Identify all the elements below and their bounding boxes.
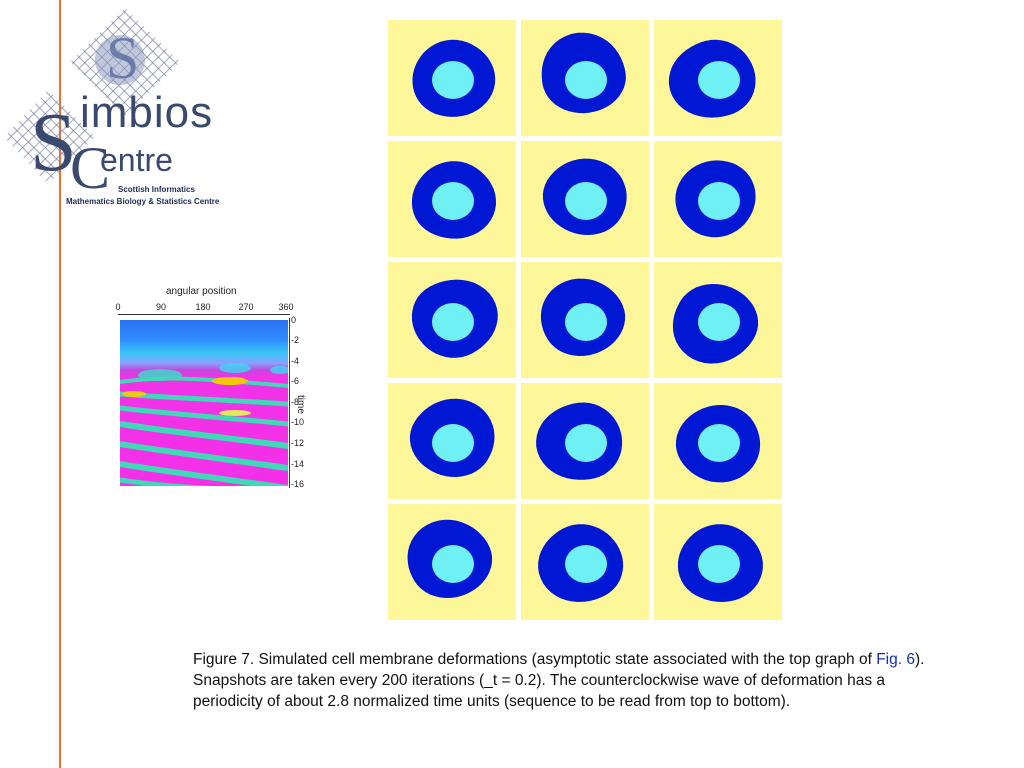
logo-subtitle-2: Mathematics Biology & Statistics Centre <box>66 197 220 206</box>
figure-caption: Figure 7. Simulated cell membrane deform… <box>193 650 933 712</box>
svg-text:S: S <box>30 96 77 189</box>
cell-nucleus <box>565 424 607 462</box>
cell-snapshot <box>521 383 649 499</box>
logo-word-imbios: imbios <box>80 88 214 137</box>
cell-nucleus <box>698 424 740 462</box>
cell-shape <box>411 161 496 239</box>
cell-snapshot <box>654 141 782 257</box>
cell-shape <box>672 284 759 364</box>
cell-snapshot <box>654 383 782 499</box>
cell-shape <box>411 279 498 358</box>
heatmap-plot <box>120 320 288 486</box>
heatmap-ytick: 0 <box>291 315 297 325</box>
cell-snapshot <box>521 20 649 136</box>
heatmap-xlabel: angular position <box>166 286 237 297</box>
cell-shape <box>541 32 626 114</box>
cell-shape <box>407 519 493 598</box>
fig6-link[interactable]: Fig. 6 <box>876 651 915 668</box>
heatmap-bands <box>120 363 288 486</box>
heatmap-ytick: -14 <box>291 459 305 469</box>
cell-shape <box>412 39 496 117</box>
cell-shape <box>409 398 495 477</box>
cell-snapshot <box>521 141 649 257</box>
heatmap-xtick: 90 <box>155 302 167 312</box>
heatmap-xtick: 360 <box>278 302 294 312</box>
cell-shape <box>675 405 761 483</box>
logo-subtitle-1: Scottish Informatics <box>118 185 195 194</box>
cell-snapshot <box>388 262 516 378</box>
cell-snapshot <box>388 141 516 257</box>
heatmap-ylabel: time <box>295 395 306 414</box>
cell-snapshot-grid <box>388 20 782 620</box>
simbios-logo: S S C imbios entre Scottish Informatics … <box>0 0 240 215</box>
heatmap-top-axis <box>118 314 290 315</box>
left-rule <box>59 0 61 768</box>
heatmap-ytick: -16 <box>291 479 305 489</box>
cell-shape <box>536 402 623 480</box>
cell-nucleus <box>565 303 607 341</box>
cell-shape <box>675 160 756 238</box>
cell-nucleus <box>698 545 740 583</box>
cell-snapshot <box>388 383 516 499</box>
cell-snapshot <box>654 504 782 620</box>
svg-text:S: S <box>106 25 139 91</box>
cell-nucleus <box>565 182 607 220</box>
cell-snapshot <box>654 262 782 378</box>
cell-snapshot <box>388 504 516 620</box>
heatmap-xtick: 270 <box>238 302 254 312</box>
heatmap-ytick: -12 <box>291 438 305 448</box>
cell-nucleus <box>432 303 474 341</box>
caption-text-2: ). Snapshots are taken every 200 iterati… <box>193 651 925 710</box>
heatmap-ytick: -6 <box>291 376 300 386</box>
heatmap-xtick: 180 <box>195 302 211 312</box>
logo-graphic: S S C <box>4 8 180 201</box>
cell-shape <box>542 158 627 235</box>
cell-shape <box>538 524 624 602</box>
cell-nucleus <box>432 424 474 462</box>
cell-snapshot <box>521 262 649 378</box>
caption-text-1: Figure 7. Simulated cell membrane deform… <box>193 651 877 668</box>
cell-snapshot <box>521 504 649 620</box>
heatmap-ytick: -2 <box>291 335 300 345</box>
heatmap-right-axis <box>289 318 290 488</box>
cell-nucleus <box>698 61 740 99</box>
cell-shape <box>540 278 626 356</box>
heatmap-ytick: -8 <box>291 397 300 407</box>
logo-word-entre: entre <box>100 142 173 178</box>
cell-snapshot <box>388 20 516 136</box>
cell-nucleus <box>698 303 740 341</box>
heatmap-ytick: -4 <box>291 356 300 366</box>
cell-nucleus <box>432 545 474 583</box>
heatmap-ytick: -10 <box>291 417 305 427</box>
svg-text:C: C <box>70 135 110 201</box>
cell-nucleus <box>432 182 474 220</box>
cell-nucleus <box>698 182 740 220</box>
cell-nucleus <box>565 61 607 99</box>
cell-shape <box>668 39 756 118</box>
heatmap-xtick: 0 <box>115 302 121 312</box>
cell-snapshot <box>654 20 782 136</box>
cell-nucleus <box>432 61 474 99</box>
cell-nucleus <box>565 545 607 583</box>
cell-shape <box>677 524 763 602</box>
